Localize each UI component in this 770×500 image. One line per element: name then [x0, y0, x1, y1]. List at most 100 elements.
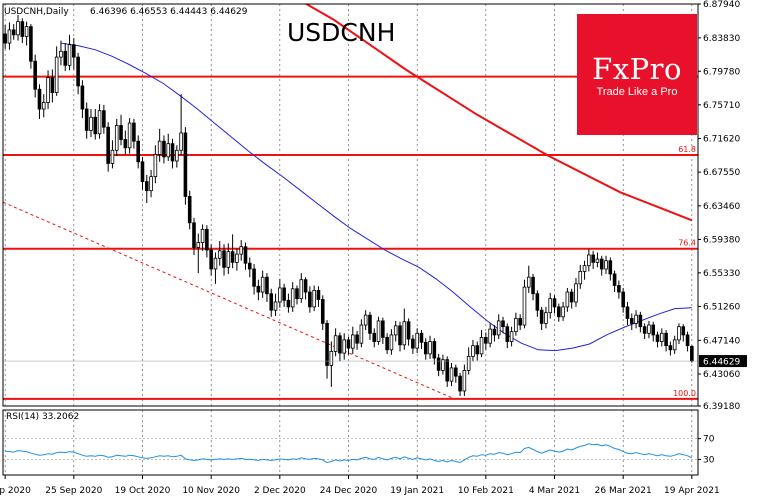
candle-body	[458, 375, 462, 392]
candle-body	[114, 125, 119, 151]
candle-body	[187, 196, 192, 224]
candle-body	[243, 246, 248, 264]
candle-body	[123, 139, 128, 149]
candle-body	[217, 250, 222, 259]
candle-body	[342, 339, 347, 354]
candle-body	[67, 44, 72, 66]
candle-body	[363, 314, 368, 326]
candle-body	[441, 359, 445, 371]
y-tick-label: 6.51260	[703, 302, 740, 312]
x-tick-label: 19 Oct 2020	[115, 486, 171, 496]
candle-body	[144, 181, 149, 192]
candle-body	[599, 258, 604, 270]
candle-body	[449, 367, 454, 382]
candle-body	[196, 242, 201, 248]
candle-body	[432, 341, 437, 359]
candle-body	[329, 351, 334, 366]
candle-body	[80, 85, 85, 110]
candle-body	[664, 332, 668, 347]
candle-body	[235, 253, 239, 263]
candle-body	[672, 339, 677, 351]
candle-body	[376, 320, 381, 342]
candle-body	[677, 326, 681, 341]
candle-body	[76, 56, 80, 87]
moving-averages	[60, 4, 693, 352]
candle-body	[423, 341, 428, 355]
candle-body	[286, 299, 291, 308]
candle-body	[136, 140, 140, 163]
x-tick-label: 24 Dec 2020	[320, 486, 378, 496]
main-plot-frame	[2, 3, 699, 407]
candle-body	[359, 324, 364, 344]
candle-body	[119, 125, 123, 140]
candle-body	[179, 132, 183, 151]
y-tick-label: 6.71620	[703, 135, 740, 145]
x-tick-label: 19 Jan 2021	[390, 486, 444, 496]
candle-body	[368, 314, 372, 334]
candle-body	[102, 110, 106, 128]
fib-level-label: 100.0	[673, 389, 696, 398]
candle-body	[535, 293, 540, 311]
y-tick-label: 6.59380	[703, 235, 740, 245]
candle-body	[273, 301, 278, 311]
candle-body	[162, 140, 166, 158]
candle-body	[501, 320, 505, 328]
candle-body	[647, 324, 651, 334]
candle-body	[591, 254, 595, 263]
candle-body	[608, 260, 613, 275]
candle-body	[333, 335, 338, 352]
candle-body	[72, 44, 76, 58]
candle-body	[222, 250, 226, 268]
ohlc-values-label: 6.46396 6.46553 6.44443 6.44629	[90, 7, 248, 17]
y-tick-label: 6.63460	[703, 202, 740, 212]
y-tick-label: 6.79780	[703, 67, 740, 77]
candle-body	[260, 276, 265, 293]
candle-body	[140, 161, 145, 182]
candle-body	[574, 283, 578, 303]
candle-body	[16, 21, 20, 36]
candle-body	[59, 50, 63, 58]
candle-body	[406, 321, 411, 340]
candle-body	[20, 21, 25, 37]
candle-body	[183, 132, 188, 197]
candle-body	[312, 290, 316, 308]
candle-body	[153, 153, 158, 178]
candle-body	[484, 337, 488, 344]
candle-body	[252, 268, 256, 287]
candle-body	[638, 314, 643, 328]
candle-body	[393, 325, 398, 336]
candle-body	[93, 116, 98, 135]
candle-body	[475, 345, 480, 355]
axes: 3 Sep 2020 25 Sep 2020 19 Oct 2020 10 Nov 2…	[0, 0, 747, 496]
rsi-line	[5, 443, 693, 464]
candle-body	[11, 29, 16, 36]
candle-body	[595, 258, 600, 263]
candle-body	[41, 102, 46, 110]
rsi-y-tick-label: 70	[703, 435, 715, 445]
x-tick-label: 2 Dec 2020	[254, 486, 306, 496]
candle-body	[471, 345, 475, 357]
candle-body	[325, 322, 329, 366]
y-tick-label: 6.83830	[703, 34, 740, 44]
candle-body	[256, 285, 261, 293]
candle-body	[514, 318, 518, 333]
x-tick-label: 10 Feb 2021	[458, 486, 514, 496]
candle-body	[295, 288, 299, 300]
candle-body	[127, 122, 132, 149]
candle-body	[411, 338, 415, 349]
candle-body	[170, 143, 175, 162]
candle-body	[668, 345, 673, 351]
candle-body	[54, 56, 59, 93]
y-tick-label: 6.39180	[703, 402, 740, 412]
candle-body	[582, 265, 587, 272]
candle-body	[247, 262, 252, 270]
candle-body	[612, 273, 617, 286]
x-tick-label: 3 Sep 2020	[0, 486, 31, 496]
candle-body	[33, 60, 37, 90]
candle-body	[690, 346, 694, 362]
candle-body	[634, 314, 638, 324]
candle-body	[3, 33, 7, 44]
candle-body	[350, 334, 355, 349]
candle-body	[479, 337, 484, 355]
